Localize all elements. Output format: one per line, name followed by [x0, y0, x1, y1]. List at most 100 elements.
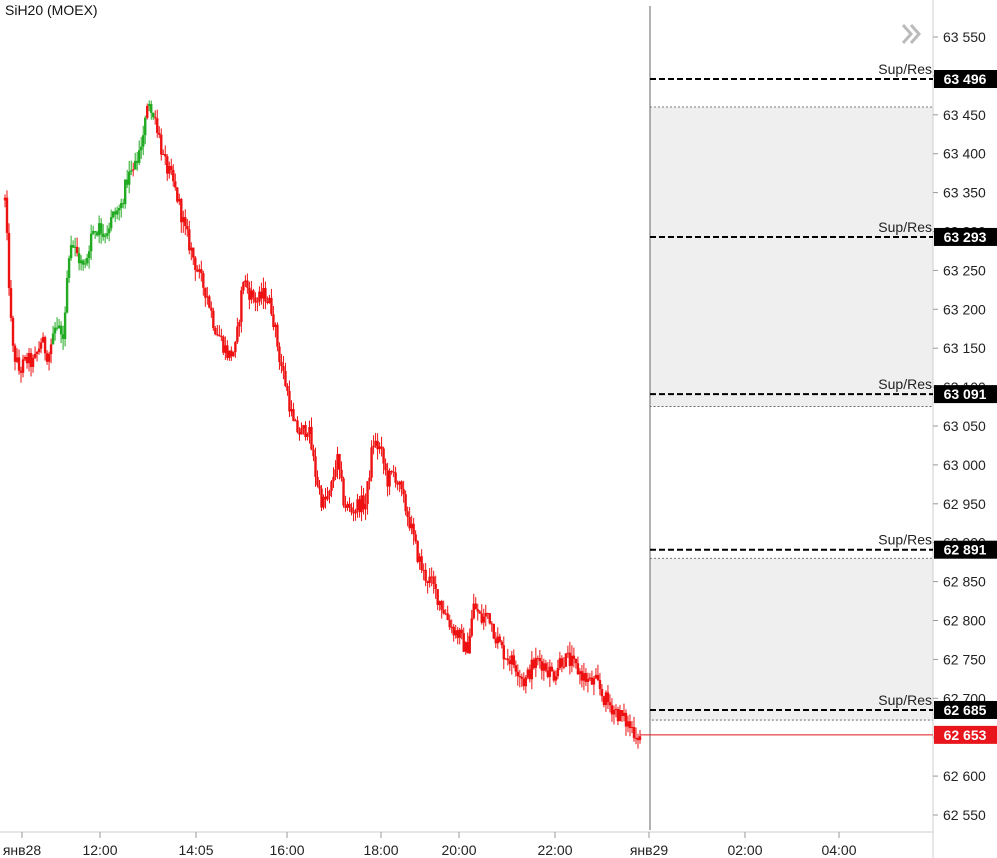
y-tick-label: 62 950 — [943, 496, 986, 512]
candle-body — [538, 658, 542, 662]
double-chevron-right-icon[interactable] — [901, 24, 922, 44]
candle-body — [121, 203, 125, 205]
sr-level-name: Sup/Res — [878, 219, 932, 235]
candle-body — [480, 613, 483, 623]
candle-body — [15, 357, 19, 362]
candle-body — [470, 618, 473, 636]
candle-body — [97, 223, 101, 236]
sr-level-name: Sup/Res — [878, 61, 932, 77]
candle-body — [512, 655, 516, 666]
candle-body — [492, 623, 495, 639]
candle-body — [125, 179, 129, 185]
candle-body — [400, 481, 403, 490]
candle-body — [268, 297, 271, 303]
candle-body — [79, 260, 83, 264]
candle-body — [53, 327, 57, 334]
candle-body — [342, 478, 345, 506]
candle-body — [162, 154, 165, 156]
candle-body — [136, 160, 139, 163]
candle-body — [604, 692, 608, 705]
candle-body — [388, 470, 391, 487]
candle-body — [234, 341, 237, 353]
candle-body — [358, 499, 361, 513]
candle-body — [522, 678, 526, 687]
candle-body — [164, 154, 167, 157]
candle-body — [618, 710, 622, 722]
candle-body — [600, 689, 604, 697]
candle-body — [43, 337, 47, 354]
candle-body — [366, 481, 369, 505]
candle-body — [45, 353, 49, 362]
candle-body — [146, 105, 149, 118]
candle-body — [350, 507, 353, 513]
candle-body — [404, 494, 407, 512]
candle-body — [484, 613, 487, 617]
candle-body — [606, 692, 610, 703]
sr-level-name: Sup/Res — [878, 532, 932, 548]
candle-body — [27, 353, 31, 364]
candle-body — [95, 232, 99, 236]
candle-body — [220, 336, 223, 338]
candle-body — [414, 534, 417, 542]
candle-body — [508, 660, 511, 665]
candle-body — [105, 233, 109, 236]
candle-body — [528, 669, 532, 680]
candle-body — [250, 290, 253, 300]
candle-body — [158, 132, 161, 135]
sr-level-name: Sup/Res — [878, 376, 932, 392]
candle-body — [420, 556, 423, 571]
candle-body — [216, 334, 219, 336]
candle-body — [117, 207, 121, 211]
candle-body — [574, 658, 578, 664]
candle-body — [460, 629, 463, 634]
candle-body — [426, 580, 429, 584]
candle-body — [630, 726, 634, 729]
candle-body — [450, 626, 453, 628]
y-tick-label: 63 250 — [943, 262, 986, 278]
candle-body — [55, 327, 59, 329]
candle-body — [298, 432, 301, 435]
candle-body — [276, 324, 279, 347]
candle-body — [602, 696, 606, 705]
candle-body — [582, 673, 586, 681]
candle-body — [254, 297, 257, 303]
candle-body — [536, 658, 540, 660]
candle-body — [394, 472, 397, 483]
candle-body — [506, 658, 509, 661]
candle-body — [552, 671, 556, 681]
candle-body — [156, 118, 159, 133]
sr-level-value: 62 891 — [944, 542, 987, 558]
sr-level-badge — [934, 70, 997, 89]
candle-body — [21, 359, 25, 373]
candle-body — [442, 609, 445, 614]
x-tick-label: 16:00 — [269, 842, 304, 858]
candle-body — [628, 721, 632, 729]
candle-body — [81, 260, 85, 265]
candle-body — [436, 589, 439, 605]
candle-body — [520, 676, 524, 679]
candle-body — [140, 146, 143, 151]
candle-body — [67, 258, 71, 278]
candle-body — [148, 104, 151, 106]
chart-title: SiH20 (MOEX) — [5, 2, 98, 18]
candle-body — [438, 601, 441, 605]
candle-body — [592, 678, 596, 685]
candle-body — [498, 636, 501, 642]
candle-body — [160, 134, 163, 155]
candle-body — [464, 642, 467, 652]
candle-body — [490, 623, 493, 625]
candle-body — [174, 181, 177, 188]
candle-body — [115, 210, 119, 215]
y-tick-label: 63 450 — [943, 107, 986, 123]
candle-body — [127, 171, 131, 185]
candle-body — [172, 169, 175, 182]
candle-body — [336, 454, 339, 470]
candle-body — [560, 658, 564, 667]
candle-body — [288, 390, 291, 412]
candle-body — [278, 346, 281, 362]
candle-body — [376, 440, 379, 450]
candle-body — [132, 169, 135, 171]
candle-body — [548, 666, 552, 677]
candle-body — [530, 659, 534, 680]
